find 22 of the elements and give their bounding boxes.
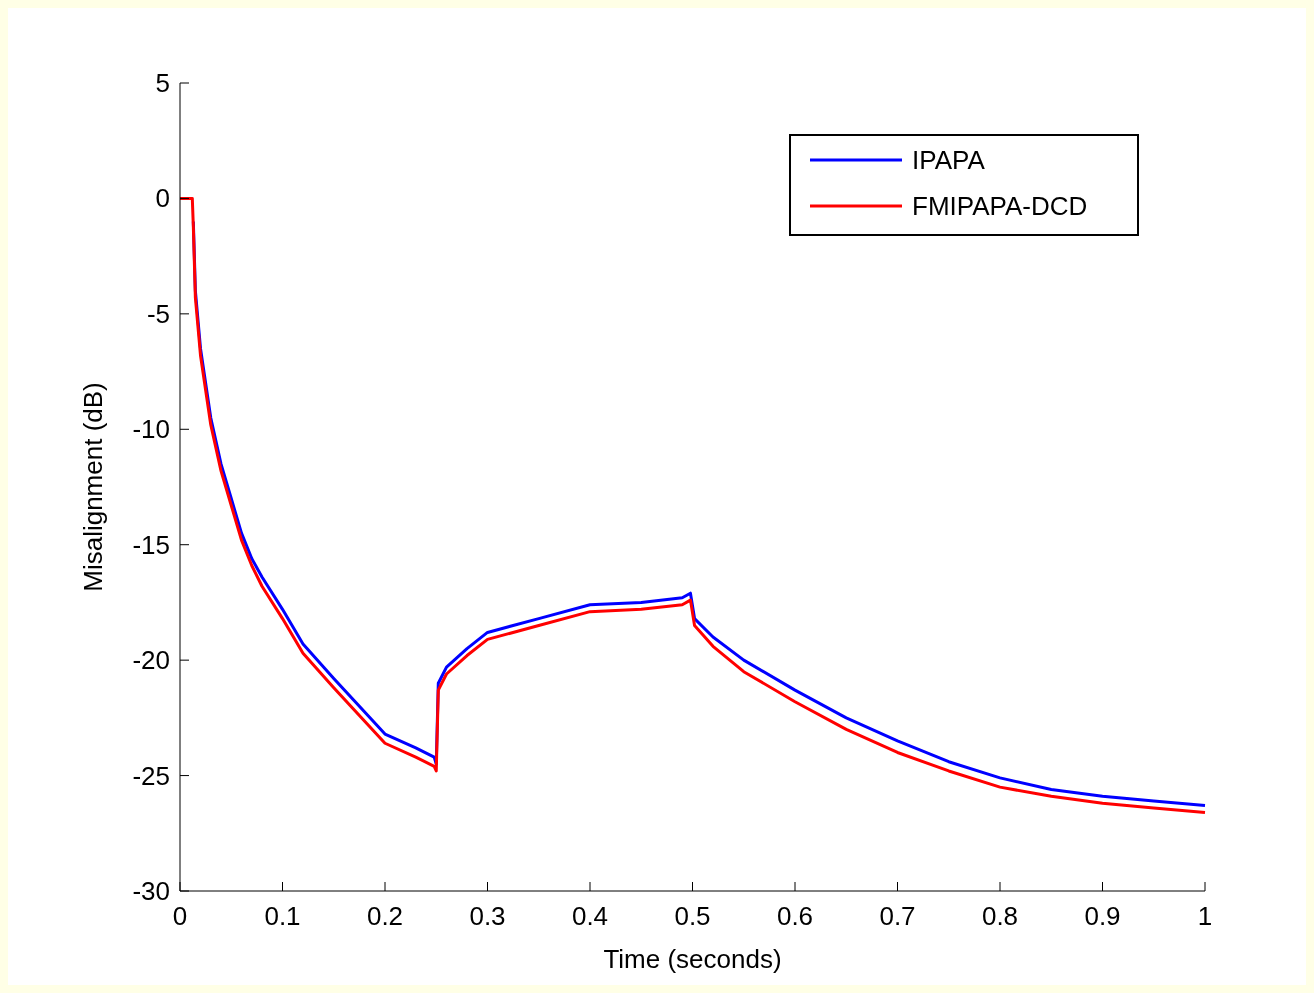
x-tick-label: 0.9 xyxy=(1084,901,1121,931)
x-tick-label: 1 xyxy=(1197,901,1213,931)
x-axis-title: Time (seconds) xyxy=(603,944,782,974)
x-tick-label: 0.8 xyxy=(981,901,1019,931)
x-tick-label: 0.4 xyxy=(571,901,609,931)
y-tick-label: -20 xyxy=(132,645,170,676)
y-tick-label: -5 xyxy=(146,298,170,329)
legend-label: IPAPA xyxy=(912,145,986,175)
x-tick-label: 0.3 xyxy=(469,901,506,931)
y-tick-label: 0 xyxy=(155,183,170,214)
x-tick-label: 0.5 xyxy=(674,901,711,931)
y-tick-label: -25 xyxy=(132,760,170,791)
y-axis-title: Misalignment (dB) xyxy=(78,382,108,592)
x-tick-label: 0.1 xyxy=(264,901,301,931)
x-tick-label: 0.6 xyxy=(776,901,814,931)
x-tick-label: 0.7 xyxy=(879,901,916,931)
x-tick-label: 0.2 xyxy=(366,901,404,931)
y-tick-label: -15 xyxy=(132,529,170,560)
y-tick-label: -10 xyxy=(132,414,170,445)
legend-label: FMIPAPA-DCD xyxy=(912,191,1088,221)
y-tick-label: 5 xyxy=(155,68,170,98)
y-tick-label: -30 xyxy=(132,876,170,906)
